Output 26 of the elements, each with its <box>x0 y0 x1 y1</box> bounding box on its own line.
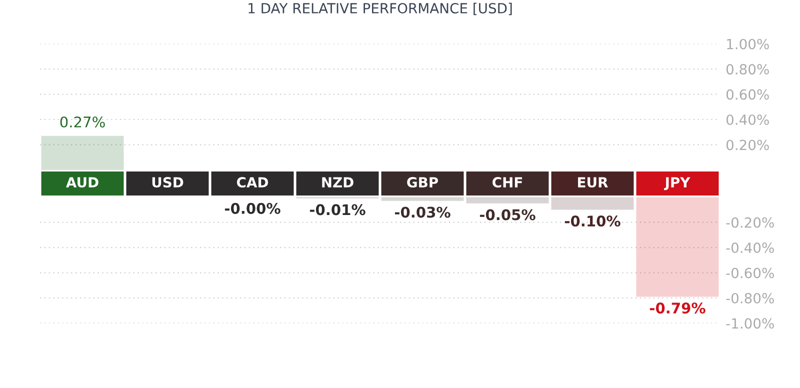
y-tick-label: -0.60% <box>726 268 774 278</box>
y-tick-label: -0.40% <box>726 242 774 254</box>
y-tick-label: -0.80% <box>726 292 774 304</box>
x-tick-label: USD <box>152 177 184 188</box>
x-tick-label: AUD <box>66 177 98 188</box>
y-tick-label: -0.20% <box>726 217 774 228</box>
x-tick-label: NZD <box>322 177 354 188</box>
y-tick-label: 0.60% <box>726 89 769 100</box>
x-tick-label: JPY <box>664 177 690 190</box>
data-label: -0.79% <box>650 302 706 314</box>
data-label: -0.10% <box>564 216 620 227</box>
y-tick-label: 0.40% <box>726 114 769 125</box>
data-label: -0.05% <box>480 209 536 220</box>
y-tick-label: 0.80% <box>726 64 769 75</box>
data-label: -0.03% <box>394 206 450 218</box>
y-tick-label: -1.00% <box>726 318 774 329</box>
x-tick-label: CHF <box>492 177 522 188</box>
y-tick-label: 0.20% <box>726 140 769 150</box>
data-label: -0.00% <box>224 202 280 214</box>
data-label: -0.01% <box>310 204 366 216</box>
chart-title: 1 DAY RELATIVE PERFORMANCE [USD] <box>248 2 512 16</box>
x-tick-label: EUR <box>578 177 608 188</box>
y-tick-label: 1.00% <box>727 38 769 50</box>
x-tick-label: GBP <box>407 177 438 188</box>
data-label: 0.27% <box>60 116 105 128</box>
x-tick-label: CAD <box>236 177 268 188</box>
